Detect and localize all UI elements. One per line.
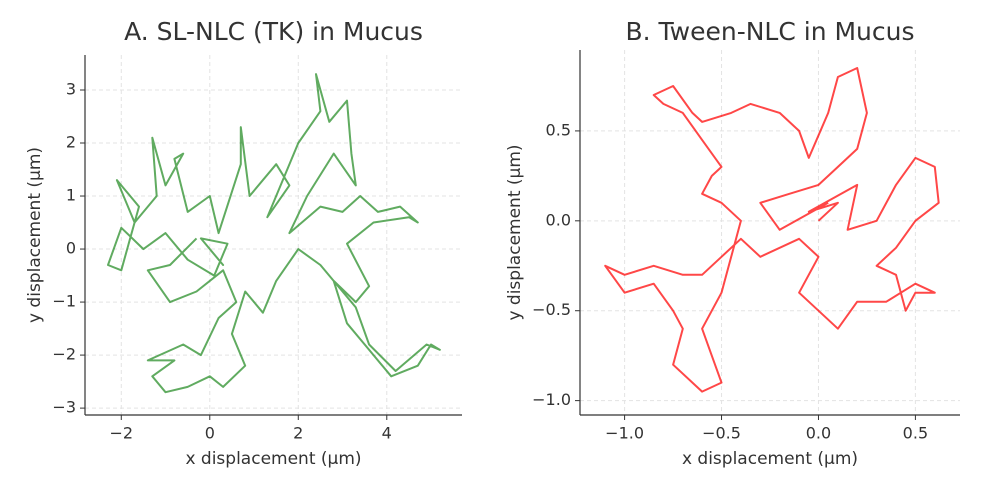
y-tick-label: 1 (66, 186, 76, 205)
x-tick-label: 2 (293, 424, 303, 443)
x-axis-label: x displacement (µm) (185, 449, 361, 469)
x-tick-label: 0.5 (903, 424, 928, 443)
trajectory (604, 67, 940, 393)
y-axis-label: y displacement (µm) (505, 144, 525, 320)
x-tick-label: −1.0 (605, 424, 644, 443)
x-axis-label: x displacement (µm) (682, 449, 858, 469)
x-tick-label: 4 (382, 424, 392, 443)
y-tick-label: 0 (66, 239, 76, 258)
chart-title: A. SL-NLC (TK) in Mucus (124, 17, 423, 46)
trajectory (107, 73, 441, 394)
y-tick-label: −1.0 (532, 390, 571, 409)
x-tick-label: −0.5 (702, 424, 741, 443)
y-tick-label: 0.0 (546, 210, 571, 229)
x-tick-label: 0 (205, 424, 215, 443)
y-axis-label: y displacement (µm) (25, 147, 45, 323)
y-tick-label: 2 (66, 133, 76, 152)
x-tick-label: −2 (109, 424, 133, 443)
y-tick-label: 0.5 (546, 120, 571, 139)
y-tick-label: −3 (52, 398, 76, 417)
y-tick-label: 3 (66, 79, 76, 98)
chart-title: B. Tween-NLC in Mucus (625, 17, 914, 46)
y-tick-label: −2 (52, 345, 76, 364)
x-tick-label: 0.0 (806, 424, 831, 443)
y-tick-label: −0.5 (532, 300, 571, 319)
y-tick-label: −1 (52, 292, 76, 311)
